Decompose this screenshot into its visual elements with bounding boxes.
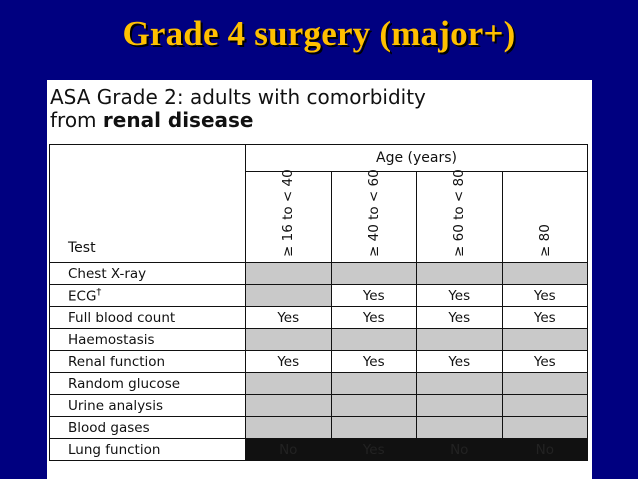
table-row: Haemostasis [49, 328, 589, 351]
test-name: Full blood count [68, 309, 176, 326]
value-cell: No [501, 438, 589, 461]
value-cell: Yes [416, 306, 503, 329]
value-cell: No [245, 438, 332, 461]
value-cell [416, 394, 503, 417]
value-cell: Yes [245, 350, 332, 373]
age-band-label: ≥ 16 to < 40 [280, 169, 297, 257]
test-name-cell: Random glucose [49, 372, 246, 395]
table-row: Full blood count Yes Yes Yes Yes [49, 306, 589, 329]
value-cell [245, 284, 332, 307]
heading-prefix: from [50, 108, 103, 132]
value-cell: Yes [330, 438, 417, 461]
age-band-header: ≥ 60 to < 80 [416, 169, 503, 263]
age-band-label: ≥ 80 [536, 224, 553, 257]
value-cell [330, 372, 417, 395]
value-cell [245, 328, 332, 351]
value-cell [416, 262, 503, 285]
value-cell: Yes [501, 350, 589, 373]
age-band-header: ≥ 16 to < 40 [245, 169, 332, 263]
value-cell [245, 262, 332, 285]
value-cell [501, 262, 589, 285]
heading-line-2: from renal disease [50, 109, 590, 132]
table-row: Chest X-ray [49, 262, 589, 285]
value-cell [416, 416, 503, 439]
value-cell [330, 394, 417, 417]
value-cell: Yes [416, 284, 503, 307]
value-cell [501, 394, 589, 417]
test-name: Renal function [68, 353, 166, 370]
test-name-cell: Haemostasis [49, 328, 246, 351]
test-name-cell: Renal function [49, 350, 246, 373]
table-row: Lung function No Yes No No [49, 438, 589, 461]
value-cell [330, 262, 417, 285]
value-cell: No [416, 438, 503, 461]
age-band-label: ≥ 60 to < 80 [451, 169, 468, 257]
table-row: Random glucose [49, 372, 589, 395]
value-cell: Yes [245, 306, 332, 329]
value-cell: Yes [330, 350, 417, 373]
value-cell [416, 328, 503, 351]
test-name: Blood gases [68, 419, 150, 436]
test-table: Test Age (years) ≥ 16 to < 40 ≥ 40 to < 6… [49, 144, 589, 461]
test-name: Urine analysis [68, 397, 163, 414]
document-scan: ASA Grade 2: adults with comorbidity fro… [47, 80, 592, 479]
value-cell: Yes [501, 306, 589, 329]
test-name-cell: Lung function [49, 438, 246, 461]
test-name: ECG [68, 288, 97, 305]
value-cell [501, 328, 589, 351]
value-cell [416, 372, 503, 395]
test-name: Random glucose [68, 375, 181, 392]
test-name: Lung function [68, 441, 161, 458]
test-name-cell: ECG† [49, 284, 246, 307]
value-cell [501, 416, 589, 439]
age-column-header: Age (years) [244, 144, 589, 172]
test-name-cell: Blood gases [49, 416, 246, 439]
document-heading: ASA Grade 2: adults with comorbidity fro… [50, 86, 590, 132]
test-column-header: Test [49, 144, 246, 263]
value-cell [501, 372, 589, 395]
heading-bold: renal disease [102, 108, 254, 132]
age-band-header: ≥ 40 to < 60 [330, 169, 417, 263]
value-cell: Yes [416, 350, 503, 373]
age-band-header: ≥ 80 [501, 171, 589, 263]
test-name-cell: Full blood count [49, 306, 246, 329]
value-cell: Yes [330, 306, 417, 329]
value-cell [245, 416, 332, 439]
table-row: Blood gases [49, 416, 589, 439]
value-cell [245, 394, 332, 417]
slide-title: Grade 4 surgery (major+) [122, 14, 516, 53]
table-row: Urine analysis [49, 394, 589, 417]
test-name-cell: Chest X-ray [49, 262, 246, 285]
table-row: ECG† Yes Yes Yes [49, 284, 589, 307]
value-cell: Yes [501, 284, 589, 307]
heading-line-1: ASA Grade 2: adults with comorbidity [50, 85, 426, 109]
value-cell: Yes [330, 284, 417, 307]
value-cell [245, 372, 332, 395]
test-name: Haemostasis [68, 331, 155, 348]
test-name: Chest X-ray [68, 265, 147, 282]
table-row: Renal function Yes Yes Yes Yes [49, 350, 589, 373]
test-name-cell: Urine analysis [49, 394, 246, 417]
footnote-marker: † [96, 286, 102, 298]
value-cell [330, 328, 417, 351]
value-cell [330, 416, 417, 439]
age-band-label: ≥ 40 to < 60 [365, 169, 382, 257]
